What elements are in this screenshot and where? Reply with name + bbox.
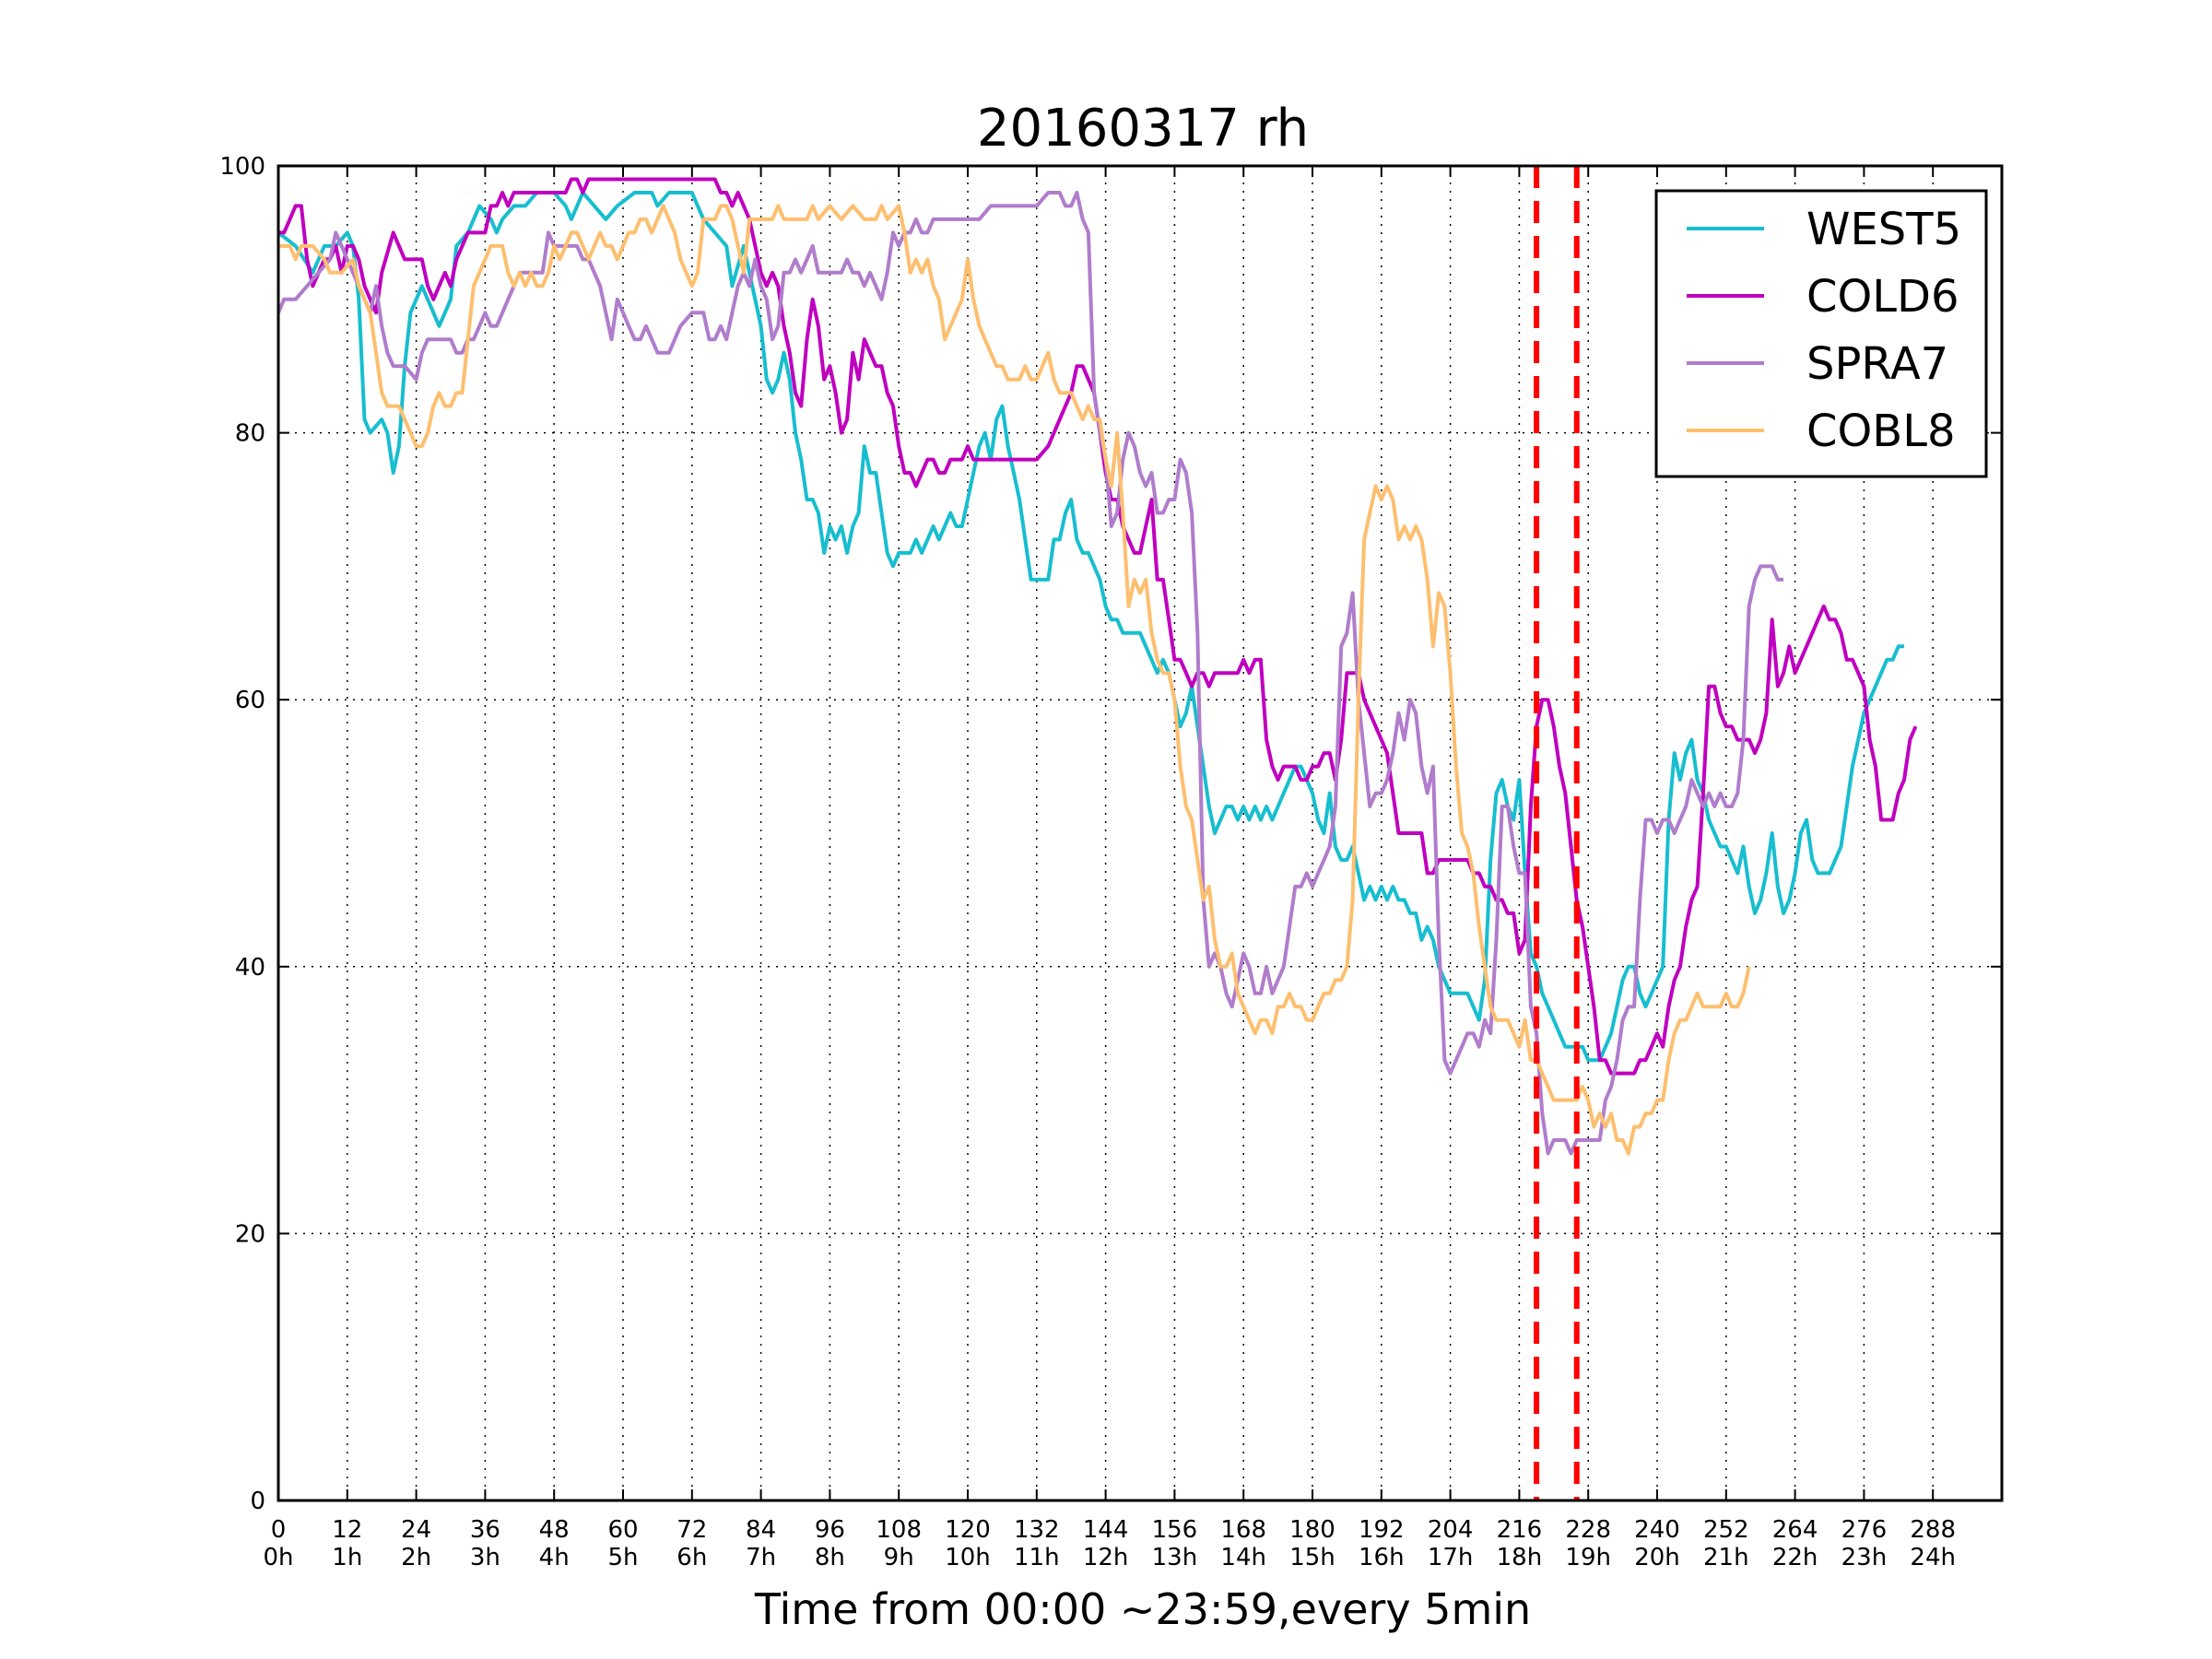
x-tick-label: 132 bbox=[1014, 1516, 1060, 1544]
x-tick-sublabel: 1h bbox=[332, 1544, 362, 1571]
y-tick-label: 20 bbox=[235, 1220, 265, 1248]
x-tick-label: 24 bbox=[401, 1516, 431, 1544]
x-tick-label: 252 bbox=[1703, 1516, 1749, 1544]
x-tick-sublabel: 2h bbox=[401, 1544, 431, 1571]
x-tick-label: 144 bbox=[1083, 1516, 1129, 1544]
x-tick-sublabel: 3h bbox=[470, 1544, 500, 1571]
x-tick-sublabel: 5h bbox=[607, 1544, 638, 1571]
x-tick-label: 36 bbox=[470, 1516, 500, 1544]
x-tick-label: 0 bbox=[271, 1516, 287, 1544]
plot-series bbox=[276, 177, 1918, 1156]
x-tick-sublabel: 16h bbox=[1359, 1544, 1405, 1571]
x-tick-sublabel: 8h bbox=[815, 1544, 845, 1571]
x-tick-label: 156 bbox=[1152, 1516, 1198, 1544]
x-tick-label: 288 bbox=[1910, 1516, 1956, 1544]
x-tick-sublabel: 15h bbox=[1289, 1544, 1335, 1571]
x-tick-sublabel: 13h bbox=[1152, 1544, 1198, 1571]
plot-area-frame bbox=[276, 164, 2004, 1502]
x-tick-label: 180 bbox=[1289, 1516, 1335, 1544]
x-tick-sublabel: 24h bbox=[1910, 1544, 1956, 1571]
x-tick-label: 192 bbox=[1359, 1516, 1405, 1544]
x-tick-label: 216 bbox=[1497, 1516, 1543, 1544]
series-line-cobl8 bbox=[278, 204, 1751, 1156]
x-tick-label: 108 bbox=[876, 1516, 922, 1544]
legend-label: SPRA7 bbox=[1806, 338, 1948, 390]
x-tick-label: 204 bbox=[1428, 1516, 1474, 1544]
x-tick-label: 72 bbox=[677, 1516, 707, 1544]
x-tick-label: 168 bbox=[1220, 1516, 1266, 1544]
x-tick-label: 48 bbox=[539, 1516, 570, 1544]
x-tick-label: 240 bbox=[1634, 1516, 1680, 1544]
x-tick-label: 84 bbox=[746, 1516, 776, 1544]
x-tick-sublabel: 0h bbox=[263, 1544, 293, 1571]
x-tick-sublabel: 7h bbox=[746, 1544, 776, 1571]
x-tick-sublabel: 17h bbox=[1428, 1544, 1474, 1571]
series-line-cold6 bbox=[278, 177, 1918, 1076]
x-tick-sublabel: 22h bbox=[1772, 1544, 1818, 1571]
x-axis-label: Time from 00:00 ~23:59,every 5min bbox=[754, 1584, 1531, 1634]
legend: WEST5 COLD6 SPRA7 COBL8 bbox=[1654, 189, 1988, 478]
x-tick-sublabel: 9h bbox=[884, 1544, 914, 1571]
x-tick-label: 60 bbox=[607, 1516, 638, 1544]
x-tick-label: 120 bbox=[945, 1516, 991, 1544]
y-tick-label: 60 bbox=[235, 687, 265, 714]
x-tick-sublabel: 14h bbox=[1220, 1544, 1266, 1571]
y-tick-label: 100 bbox=[219, 153, 265, 181]
legend-label: COBL8 bbox=[1806, 406, 1956, 457]
x-tick-sublabel: 21h bbox=[1703, 1544, 1749, 1571]
x-tick-sublabel: 18h bbox=[1497, 1544, 1543, 1571]
grid bbox=[278, 166, 2002, 1500]
x-tick-sublabel: 10h bbox=[945, 1544, 991, 1571]
legend-label: COLD6 bbox=[1806, 271, 1959, 323]
x-tick-sublabel: 6h bbox=[677, 1544, 707, 1571]
x-tick-label: 96 bbox=[815, 1516, 845, 1544]
x-tick-sublabel: 12h bbox=[1083, 1544, 1129, 1571]
y-tick-label: 0 bbox=[250, 1488, 265, 1515]
legend-label: WEST5 bbox=[1806, 204, 1961, 255]
x-tick-sublabel: 11h bbox=[1014, 1544, 1060, 1571]
x-tick-sublabel: 23h bbox=[1841, 1544, 1888, 1571]
x-tick-sublabel: 19h bbox=[1565, 1544, 1611, 1571]
x-tick-label: 276 bbox=[1841, 1516, 1888, 1544]
x-tick-label: 12 bbox=[332, 1516, 362, 1544]
y-tick-label: 80 bbox=[235, 420, 265, 448]
x-tick-sublabel: 4h bbox=[539, 1544, 570, 1571]
x-tick-label: 264 bbox=[1772, 1516, 1818, 1544]
axis-ticks: 00h121h242h363h484h605h726h847h968h1089h… bbox=[219, 153, 2002, 1571]
chart-title: 20160317 rh bbox=[977, 99, 1309, 159]
reference-lines bbox=[1534, 166, 1580, 1500]
x-tick-sublabel: 20h bbox=[1634, 1544, 1680, 1571]
x-tick-label: 228 bbox=[1565, 1516, 1611, 1544]
series-line-west5 bbox=[276, 191, 1904, 1063]
y-tick-label: 40 bbox=[235, 954, 265, 982]
